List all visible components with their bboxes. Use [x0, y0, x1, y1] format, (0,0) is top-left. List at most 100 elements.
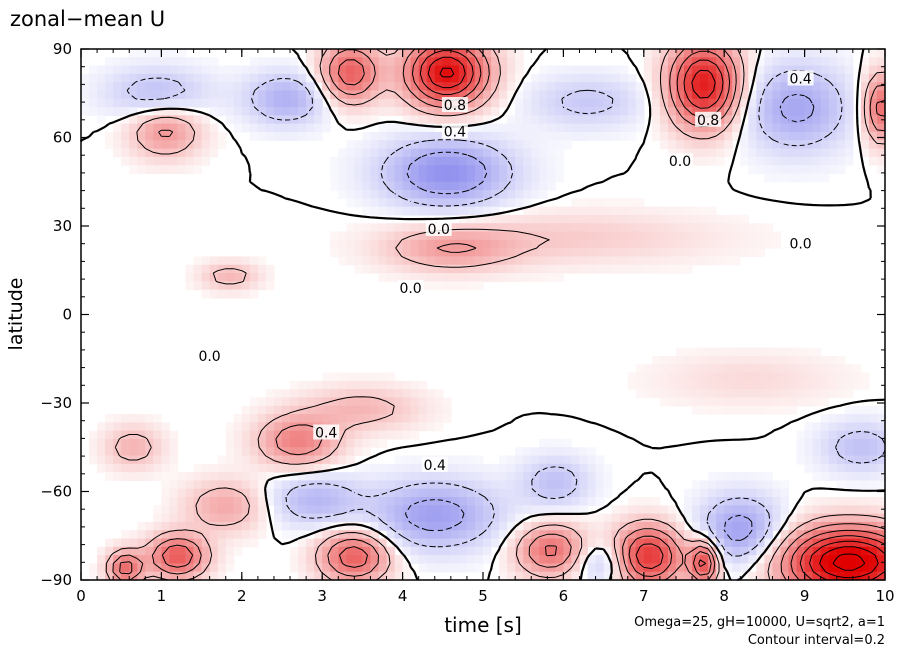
heatmap-cell [555, 115, 564, 125]
heatmap-cell [708, 355, 717, 365]
heatmap-cell [418, 65, 428, 75]
heatmap-cell [812, 98, 822, 108]
heatmap-cell [531, 73, 540, 83]
heatmap-cell [796, 355, 806, 365]
heatmap-cell [338, 513, 347, 523]
heatmap-cell [153, 463, 162, 473]
heatmap-cell [756, 488, 765, 498]
heatmap-cell [756, 530, 765, 540]
heatmap-cell [474, 57, 484, 67]
heatmap-cell [868, 538, 878, 548]
heatmap-cell [386, 555, 396, 565]
heatmap-cell [185, 98, 195, 108]
heatmap-cell [402, 405, 412, 415]
heatmap-cell [587, 98, 597, 108]
heatmap-cell [571, 538, 581, 548]
heatmap-cell [338, 414, 347, 423]
heatmap-cell [410, 57, 420, 67]
heatmap-cell [499, 65, 508, 75]
heatmap-cell [241, 273, 251, 282]
heatmap-cell [724, 397, 733, 407]
heatmap-cell [322, 538, 331, 548]
heatmap-cell [700, 90, 709, 100]
heatmap-cell [788, 563, 798, 573]
heatmap-cell [145, 49, 154, 58]
heatmap-cell [338, 239, 347, 249]
heatmap-cell [249, 123, 259, 133]
heatmap-cell [354, 165, 363, 175]
heatmap-cell [547, 555, 556, 565]
heatmap-cell [692, 256, 701, 266]
heatmap-cell [627, 82, 637, 92]
heatmap-cell [241, 73, 251, 83]
heatmap-cell [386, 156, 396, 166]
heatmap-cell [708, 148, 717, 158]
heatmap-cell [466, 214, 476, 224]
heatmap-cell [595, 480, 605, 490]
heatmap-cell [201, 281, 211, 291]
heatmap-cell [740, 65, 749, 75]
heatmap-cell [137, 82, 146, 92]
heatmap-cell [442, 239, 452, 249]
heatmap-cell [97, 65, 106, 75]
heatmap-cell [426, 405, 436, 415]
heatmap-cell [619, 239, 629, 249]
heatmap-cell [153, 123, 162, 133]
heatmap-cell [780, 555, 790, 565]
heatmap-cell [354, 380, 363, 390]
heatmap-cell [876, 90, 886, 100]
heatmap-cell [523, 98, 532, 108]
heatmap-cell [788, 165, 798, 175]
heatmap-cell [249, 414, 259, 423]
heatmap-cell [306, 73, 315, 83]
heatmap-cell [225, 281, 235, 291]
heatmap-cell [700, 239, 709, 249]
heatmap-cell [386, 107, 396, 116]
heatmap-cell [627, 497, 637, 506]
heatmap-cell [507, 190, 516, 199]
heatmap-cell [306, 538, 315, 548]
heatmap-cell [724, 82, 733, 92]
heatmap-cell [643, 49, 653, 58]
heatmap-cell [788, 555, 798, 565]
heatmap-cell [539, 73, 548, 83]
heatmap-cell [458, 140, 468, 150]
heatmap-cell [579, 98, 589, 108]
heatmap-cell [410, 107, 420, 116]
heatmap-cell [113, 123, 122, 133]
heatmap-cell [491, 73, 500, 83]
heatmap-cell [378, 264, 388, 274]
heatmap-cell [483, 231, 492, 241]
heatmap-cell [298, 82, 307, 92]
heatmap-cell [450, 513, 460, 523]
heatmap-cell [105, 555, 114, 565]
heatmap-cell [659, 555, 669, 565]
heatmap-cell [298, 571, 307, 581]
heatmap-cell [233, 73, 243, 83]
heatmap-cell [193, 148, 203, 158]
heatmap-cell [466, 521, 476, 531]
heatmap-cell [684, 148, 693, 158]
heatmap-cell [836, 538, 846, 548]
heatmap-cell [129, 115, 138, 125]
heatmap-cell [137, 521, 146, 531]
contour-label: 0.0 [669, 154, 691, 170]
heatmap-cell [193, 472, 203, 482]
heatmap-cell [346, 372, 355, 382]
heatmap-cell [450, 57, 460, 67]
heatmap-cell [539, 546, 548, 556]
heatmap-cell [675, 98, 685, 108]
heatmap-cell [185, 131, 195, 141]
heatmap-cell [169, 505, 179, 515]
heatmap-cell [667, 82, 677, 92]
heatmap-cell [121, 563, 130, 573]
heatmap-cell [434, 521, 444, 531]
heatmap-cell [410, 115, 420, 125]
heatmap-cell [724, 57, 733, 67]
heatmap-cell [868, 571, 878, 581]
heatmap-cell [804, 505, 814, 515]
heatmap-cell [684, 347, 693, 357]
heatmap-cell [290, 107, 299, 116]
heatmap-cell [756, 480, 765, 490]
heatmap-cell [346, 115, 355, 125]
